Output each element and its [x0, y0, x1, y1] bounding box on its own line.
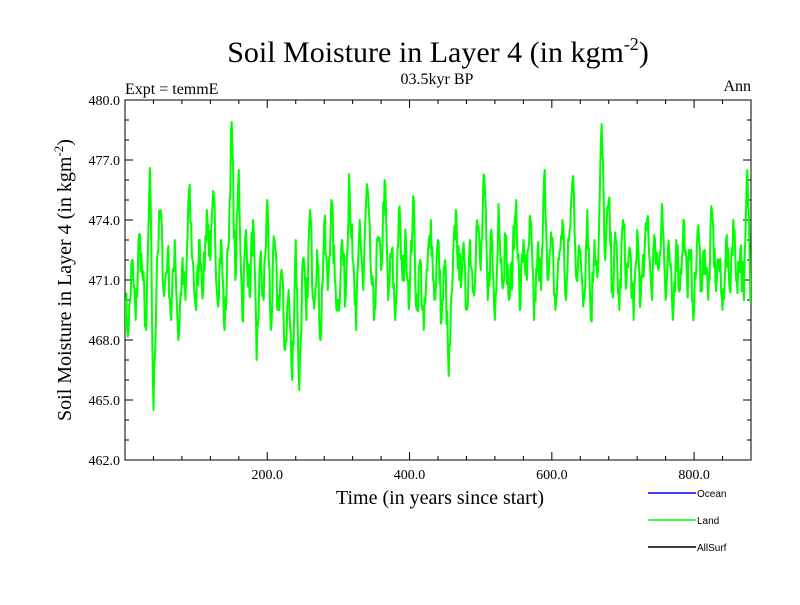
- x-tick-label: 600.0: [536, 468, 568, 483]
- y-tick-label: 480.0: [89, 94, 121, 109]
- legend-label-ocean: Ocean: [697, 489, 726, 500]
- x-tick-label: 200.0: [252, 468, 284, 483]
- y-tick-label: 471.0: [89, 274, 121, 289]
- y-tick-label: 468.0: [89, 334, 121, 349]
- legend: Ocean Land AllSurf: [648, 489, 727, 554]
- season-label: Ann: [723, 78, 751, 95]
- legend-label-allsurf: AllSurf: [697, 543, 727, 554]
- y-tick-label: 465.0: [89, 394, 121, 409]
- x-tick-label: 800.0: [678, 468, 710, 483]
- x-axis-label: Time (in years since start): [336, 487, 544, 509]
- legend-label-land: Land: [697, 516, 719, 527]
- x-tick-label: 400.0: [394, 468, 426, 483]
- x-axis: 200.0 400.0 600.0 800.0: [152, 100, 724, 483]
- series-line-land: [125, 121, 751, 411]
- y-tick-label: 477.0: [89, 154, 121, 169]
- y-axis: 462.0 465.0 468.0 471.0 474.0 477.0 480.0: [89, 94, 751, 469]
- chart-title: Soil Moisture in Layer 4 (in kgm-2): [227, 34, 649, 69]
- experiment-label: Expt = temmE: [125, 81, 218, 98]
- chart-subtitle: 03.5kyr BP: [401, 71, 474, 88]
- y-axis-label: Soil Moisture in Layer 4 (in kgm-2): [51, 139, 76, 421]
- y-tick-label: 462.0: [89, 454, 121, 469]
- y-tick-label: 474.0: [89, 214, 121, 229]
